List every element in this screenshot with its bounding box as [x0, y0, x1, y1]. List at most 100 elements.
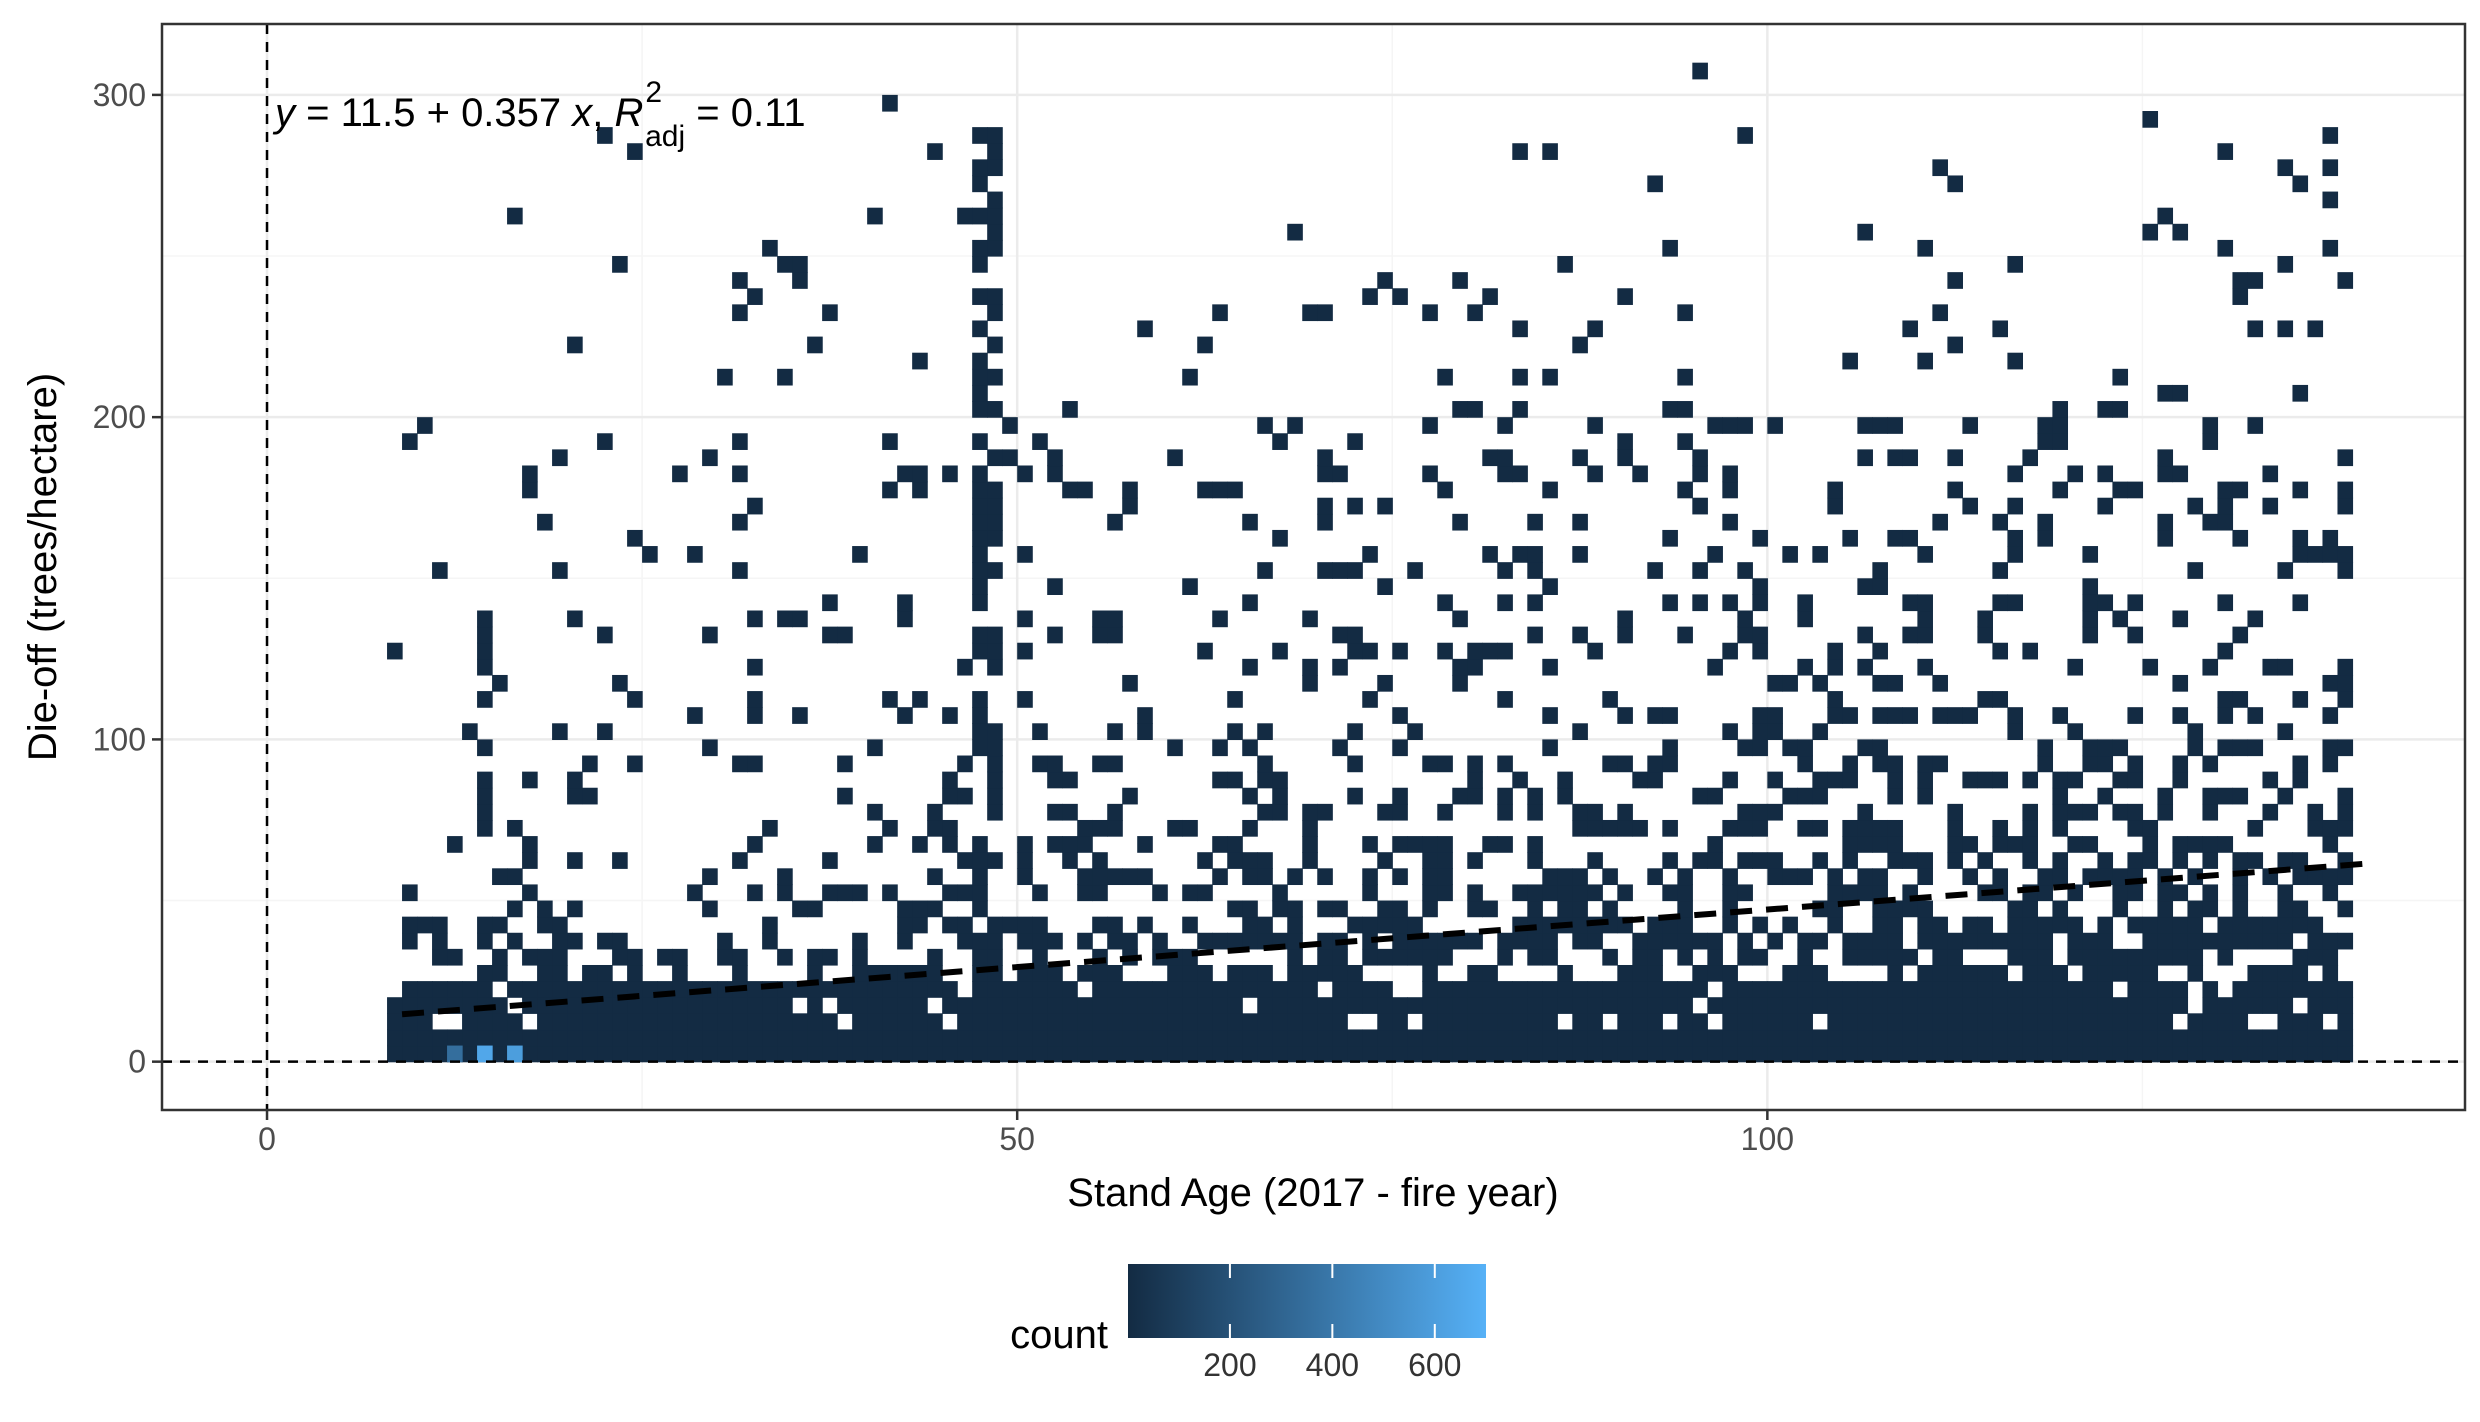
bin-tile	[1167, 739, 1183, 757]
bin-tile	[2202, 417, 2219, 434]
bin-tile	[612, 1029, 628, 1047]
bin-tile	[1542, 578, 1558, 595]
bin-tile	[1017, 610, 1033, 628]
bin-tile	[1767, 707, 1783, 724]
bin-tile	[1167, 819, 1183, 837]
bin-tile	[432, 981, 448, 998]
bin-tile	[1422, 948, 1438, 966]
bin-tile	[1362, 288, 1378, 305]
bin-tile	[702, 739, 718, 757]
bin-tile	[1782, 868, 1798, 886]
bin-tile	[1212, 836, 1228, 853]
bin-tile	[552, 981, 568, 998]
x-axis-title: Stand Age (2017 - fire year)	[1067, 1171, 1558, 1215]
bin-tile	[2202, 997, 2219, 1014]
bin-tile	[2127, 997, 2144, 1014]
bin-tile	[942, 916, 958, 934]
bin-tile	[1407, 562, 1423, 579]
legend-ticks: 200 400 600	[1203, 1264, 1461, 1383]
bin-tile	[762, 1045, 778, 1063]
bin-tile	[1257, 1029, 1273, 1047]
bin-tile	[1872, 739, 1888, 757]
bin-tile	[1152, 1013, 1168, 1031]
bin-tile	[1347, 642, 1363, 660]
bin-tile	[2097, 997, 2114, 1014]
bin-tile	[1452, 610, 1468, 628]
bin-tile	[2127, 981, 2144, 998]
bin-tile	[912, 481, 928, 499]
bin-tile	[747, 1029, 763, 1047]
bin-tile	[1632, 981, 1648, 998]
bin-tile	[1812, 997, 1828, 1014]
bin-tile	[972, 288, 988, 305]
bin-tile	[1137, 997, 1153, 1014]
bin-tile	[702, 626, 718, 644]
bin-tile	[912, 1013, 928, 1031]
bin-tile	[2127, 819, 2144, 837]
bin-tile	[1302, 981, 1318, 998]
bin-tile	[1527, 900, 1543, 918]
bin-tile	[1437, 1029, 1453, 1047]
bin-tile	[1347, 626, 1363, 644]
bin-tile	[1827, 1045, 1843, 1063]
bin-tile	[2127, 594, 2144, 612]
bin-tile	[732, 465, 748, 483]
bin-tile	[1572, 868, 1588, 886]
bin-tile	[777, 1013, 793, 1031]
bin-tile	[1032, 916, 1048, 934]
bin-tile	[1947, 852, 1963, 869]
bin-tile	[1077, 819, 1093, 837]
bin-tile	[417, 997, 433, 1014]
bin-tile	[1977, 852, 1993, 869]
bin-tile	[402, 1029, 418, 1047]
bin-tile	[1077, 868, 1093, 886]
bin-tile	[1902, 948, 1918, 966]
bin-tile	[1947, 803, 1963, 821]
bin-tile	[1722, 417, 1738, 434]
y-tick-label: 0	[128, 1044, 146, 1080]
bin-tile	[1662, 707, 1678, 724]
bin-tile	[1587, 932, 1603, 950]
bin-tile	[2322, 159, 2339, 177]
bin-tile	[1452, 932, 1468, 950]
bin-tile	[1302, 997, 1318, 1014]
bin-tile	[2202, 787, 2219, 805]
bin-tile	[1332, 562, 1348, 579]
bin-tile	[717, 981, 733, 998]
bin-tile	[1572, 997, 1588, 1014]
bin-tile	[942, 819, 958, 837]
bin-tile	[1047, 1029, 1063, 1047]
bin-tile	[2112, 401, 2129, 418]
bin-tile	[2322, 1029, 2339, 1047]
bin-tile	[852, 964, 868, 982]
bin-tile	[1767, 1045, 1783, 1063]
bin-tile	[942, 981, 958, 998]
bin-tile	[2322, 997, 2339, 1014]
bin-tile	[882, 981, 898, 998]
bin-tile	[1752, 594, 1768, 612]
bin-tile	[2232, 900, 2249, 918]
bin-tile	[2052, 997, 2069, 1014]
bin-tile	[2037, 964, 2054, 982]
bin-tile	[1497, 1013, 1513, 1031]
bin-tile	[972, 562, 988, 579]
bin-tile	[1542, 739, 1558, 757]
bin-tile	[1317, 1045, 1333, 1063]
bin-tile	[1812, 723, 1828, 740]
bin-tile	[1662, 884, 1678, 902]
bin-tile	[987, 626, 1003, 644]
bin-tile	[597, 1045, 613, 1063]
bin-tile	[2277, 658, 2294, 676]
bin-tile	[1587, 642, 1603, 660]
bin-tile	[1872, 642, 1888, 660]
y-tick-label: 300	[93, 77, 146, 113]
bin-tile	[2082, 546, 2099, 563]
bin-tile	[927, 964, 943, 982]
bin-tile	[1482, 449, 1498, 467]
bin-tile	[672, 948, 688, 966]
bin-tile	[567, 932, 583, 950]
bin-tile	[492, 916, 508, 934]
bin-tile	[1887, 900, 1903, 918]
bin-tile	[957, 884, 973, 902]
eq-x: x	[570, 91, 594, 135]
